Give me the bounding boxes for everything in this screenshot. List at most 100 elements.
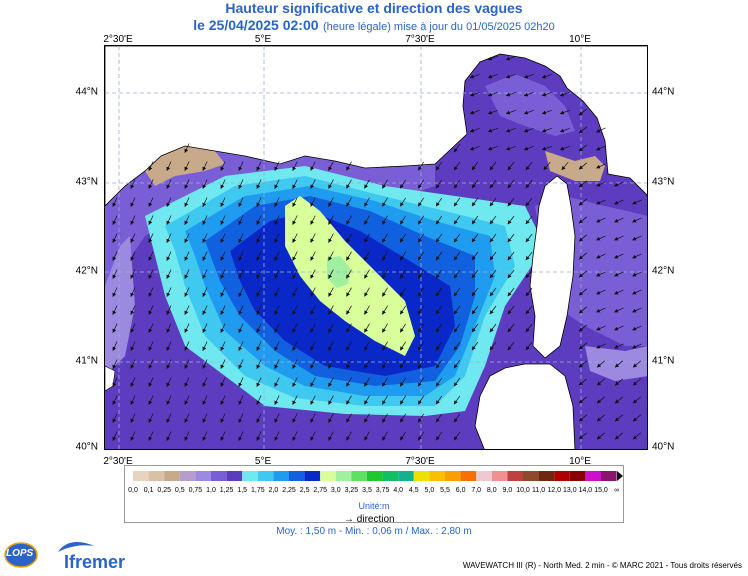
direction-arrow	[328, 359, 334, 369]
direction-arrow	[523, 145, 534, 151]
direction-arrow	[328, 197, 334, 207]
legend-swatch	[148, 471, 165, 481]
direction-arrow	[453, 395, 461, 405]
direction-arrow	[489, 323, 497, 333]
direction-arrow	[489, 287, 497, 297]
direction-arrow	[346, 215, 352, 225]
direction-arrow	[112, 287, 118, 297]
direction-arrow	[202, 359, 208, 369]
legend-tick-label: 3,0	[330, 487, 341, 494]
direction-arrow	[130, 233, 136, 243]
direction-arrow	[202, 323, 208, 333]
direction-arrow	[184, 143, 190, 153]
direction-arrow	[256, 197, 262, 207]
direction-arrow	[418, 359, 424, 369]
direction-arrow	[489, 305, 497, 315]
direction-arrow	[292, 377, 298, 387]
direction-arrow	[505, 109, 516, 115]
legend-swatch	[507, 471, 523, 481]
direction-arrow	[328, 413, 334, 423]
direction-arrow	[400, 431, 406, 441]
direction-arrow	[578, 180, 588, 188]
direction-arrow	[507, 305, 515, 315]
lon-tick-bottom: 7°30'E	[405, 456, 435, 467]
direction-arrow	[596, 307, 606, 313]
direction-arrow	[166, 287, 172, 297]
direction-arrow	[238, 341, 244, 352]
direction-arrow	[292, 287, 298, 297]
direction-arrow	[489, 233, 497, 243]
map-update-note: (heure légale) mise à jour du 01/05/2025…	[323, 21, 555, 33]
direction-arrow	[256, 395, 262, 405]
direction-arrow	[130, 269, 136, 279]
direction-arrow	[130, 215, 136, 225]
direction-arrow	[166, 323, 172, 333]
direction-arrow	[453, 323, 461, 333]
direction-label: direction	[356, 514, 395, 525]
direction-arrow	[487, 73, 498, 79]
legend-swatch	[538, 471, 555, 481]
legend-tick-label: 1,5	[237, 487, 248, 494]
direction-arrow	[453, 305, 461, 315]
direction-arrow	[435, 413, 443, 423]
direction-arrow	[487, 145, 498, 151]
direction-arrow	[310, 395, 316, 405]
direction-arrow	[112, 341, 118, 351]
direction-arrow	[614, 307, 624, 313]
legend-swatch	[164, 471, 180, 481]
direction-arrow	[382, 287, 388, 297]
direction-arrow	[328, 215, 334, 225]
direction-arrow	[382, 341, 388, 351]
direction-arrow	[256, 305, 262, 315]
direction-arrow	[596, 217, 606, 223]
direction-arrow	[435, 197, 443, 207]
direction-arrow	[453, 143, 461, 153]
legend-tick-label: 3,75	[375, 487, 390, 494]
direction-arrow	[220, 413, 226, 423]
direction-arrow	[238, 179, 244, 190]
legend-tick-label: 5,5	[440, 487, 450, 494]
lat-tick-left: 41°N	[75, 355, 98, 367]
direction-arrow	[166, 359, 172, 369]
direction-arrow	[310, 179, 316, 189]
direction-arrow	[541, 73, 552, 79]
direction-arrow	[220, 395, 226, 405]
direction-arrow	[202, 413, 208, 423]
direction-arrow	[578, 108, 588, 116]
direction-arrow	[435, 305, 443, 315]
legend-tick-label: 4,0	[393, 487, 404, 494]
direction-arrow	[453, 431, 461, 441]
direction-arrow	[453, 251, 461, 261]
legend-tick-label: 3,25	[344, 487, 359, 494]
direction-arrow	[559, 145, 570, 151]
direction-arrow	[274, 269, 280, 279]
direction-arrow	[507, 233, 515, 243]
direction-arrow	[184, 161, 190, 171]
direction-arrows	[112, 55, 642, 442]
legend-tick-label: 1,0	[206, 487, 216, 494]
legend-swatch	[195, 471, 211, 481]
direction-arrow	[238, 197, 244, 208]
direction-arrow	[292, 197, 298, 207]
direction-arrow	[525, 197, 533, 207]
direction-arrow	[148, 179, 154, 189]
direction-arrow	[256, 323, 262, 333]
direction-arrow	[328, 341, 334, 351]
direction-arrow	[596, 181, 606, 187]
direction-arrow	[471, 251, 479, 261]
direction-arrow	[382, 377, 388, 387]
direction-arrow	[256, 359, 262, 369]
direction-arrow	[632, 235, 642, 241]
direction-arrow	[632, 360, 642, 368]
direction-arrow	[596, 163, 606, 169]
direction-arrow	[202, 215, 208, 225]
legend-tick-label: 0,75	[188, 487, 203, 494]
legend-tick-label: 11,0	[532, 487, 546, 494]
direction-arrow	[489, 215, 497, 225]
direction-arrow	[471, 215, 479, 225]
direction-arrow	[256, 269, 262, 279]
direction-arrow	[507, 323, 515, 333]
direction-arrow	[364, 323, 370, 333]
legend-swatch	[257, 471, 274, 481]
wave-height-map[interactable]	[104, 45, 648, 450]
